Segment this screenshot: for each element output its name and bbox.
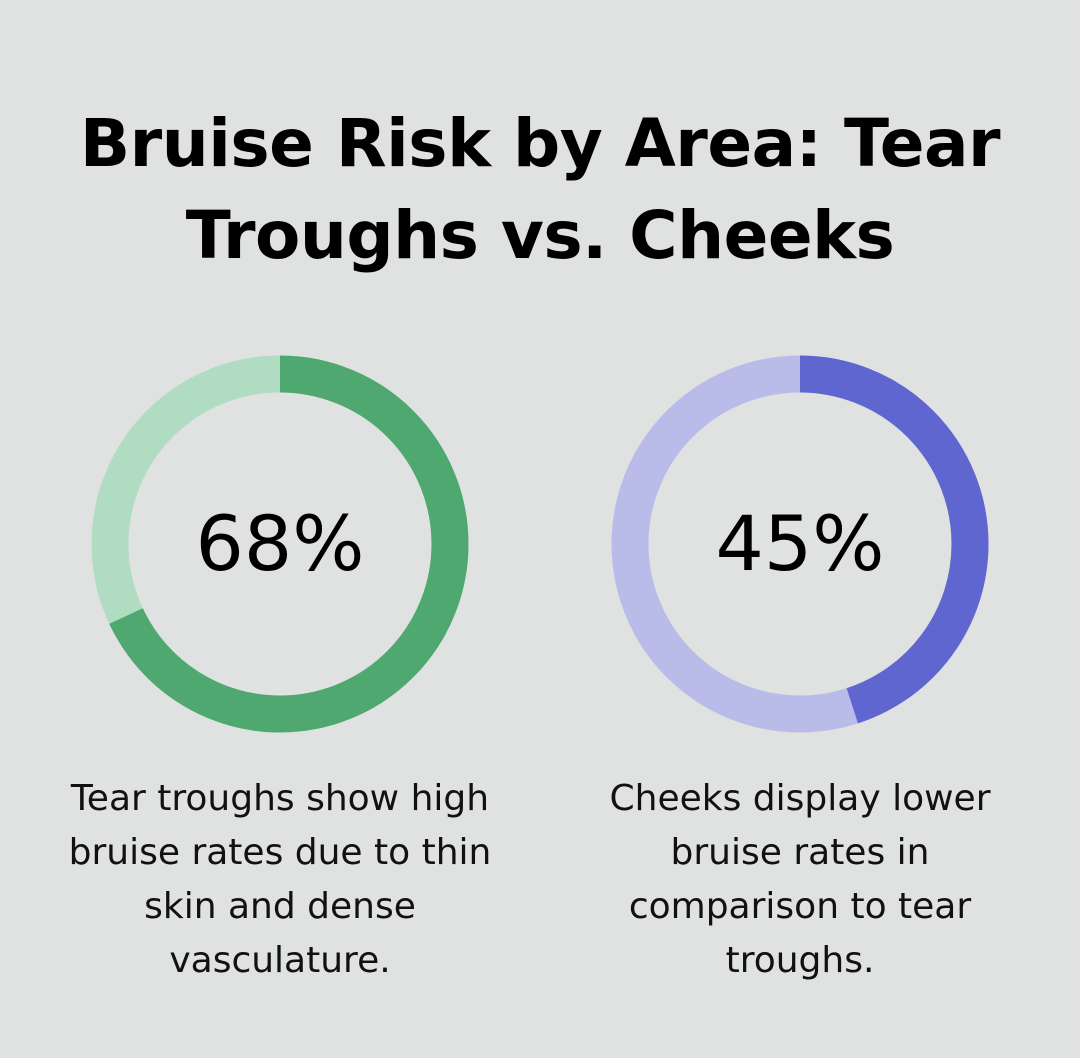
caption-tear-troughs: Tear troughs show high bruise rates due … — [68, 778, 492, 981]
donut-chart-tear-troughs: 68% — [90, 354, 470, 734]
donut-chart-cheeks: 45% — [610, 354, 990, 734]
caption-cheeks: Cheeks display lower bruise rates in com… — [609, 778, 991, 981]
percentage-label: 68% — [195, 499, 365, 588]
title-line-1: Bruise Risk by Area: Tear — [79, 105, 1001, 182]
page-title: Bruise Risk by Area: Tear Troughs vs. Ch… — [0, 98, 1080, 282]
donut-ring — [91, 355, 469, 733]
title-line-2: Troughs vs. Cheeks — [185, 197, 895, 274]
donut-ring — [611, 355, 989, 733]
percentage-label: 45% — [715, 499, 885, 588]
